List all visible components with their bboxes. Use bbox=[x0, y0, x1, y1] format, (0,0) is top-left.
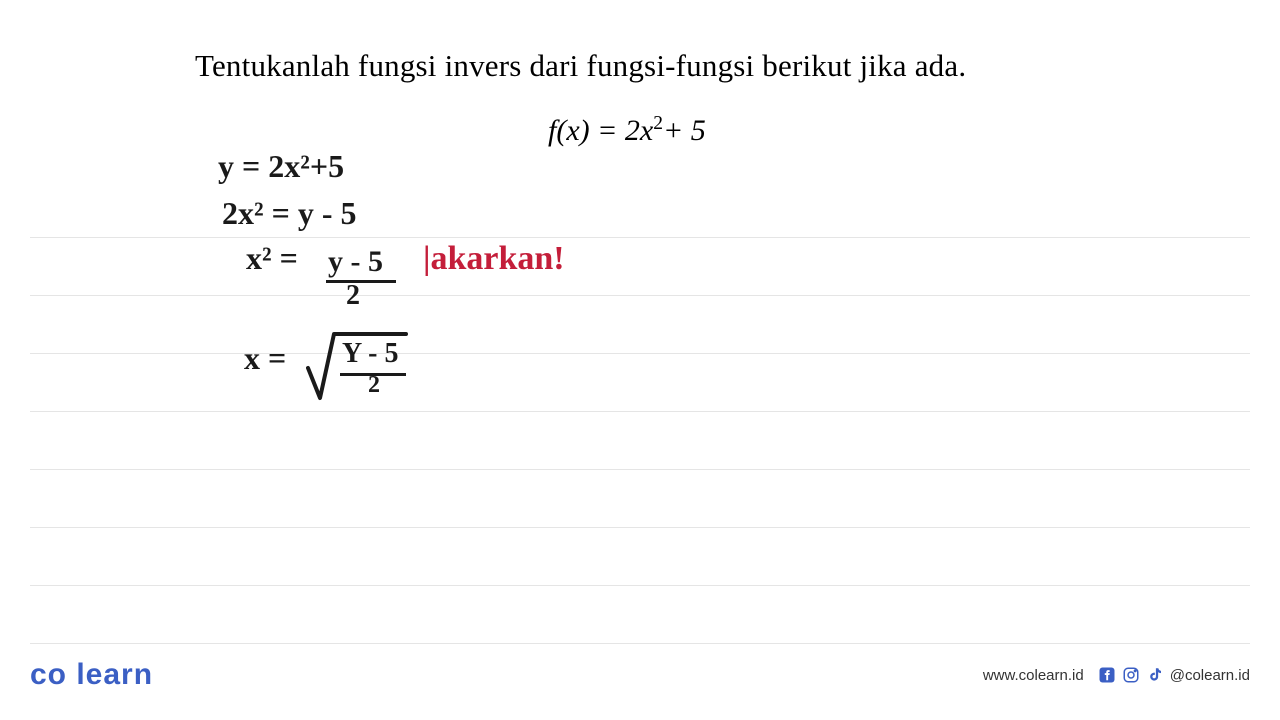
work-line-3-lhs: x² = bbox=[246, 240, 298, 277]
instagram-icon bbox=[1122, 666, 1140, 684]
work-line-1: y = 2x²+5 bbox=[218, 148, 344, 185]
work-line-3-numerator: y - 5 bbox=[328, 245, 383, 279]
ruled-line bbox=[30, 586, 1250, 644]
ruled-line bbox=[30, 528, 1250, 586]
ruled-line bbox=[30, 180, 1250, 238]
footer-right: www.colearn.id @colearn.id bbox=[983, 666, 1250, 684]
social-handle: @colearn.id bbox=[1170, 667, 1250, 684]
ruled-line bbox=[30, 354, 1250, 412]
work-line-2: 2x² = y - 5 bbox=[222, 195, 356, 232]
tiktok-icon bbox=[1146, 666, 1164, 684]
ruled-line bbox=[30, 238, 1250, 296]
equation-coef: 2 bbox=[625, 114, 640, 147]
ruled-line bbox=[30, 296, 1250, 354]
social-icons: @colearn.id bbox=[1098, 666, 1250, 684]
equation-var: x bbox=[640, 114, 653, 147]
work-line-4-lhs: x = bbox=[244, 340, 286, 377]
website-url: www.colearn.id bbox=[983, 667, 1084, 684]
footer: co learn www.colearn.id @colearn.id bbox=[30, 658, 1250, 692]
equation-exp: 2 bbox=[653, 113, 663, 134]
annotation-akarkan: |akarkan! bbox=[423, 240, 565, 278]
sqrt-denominator: 2 bbox=[368, 372, 380, 399]
work-line-3-denominator: 2 bbox=[346, 280, 360, 312]
ruled-background bbox=[30, 180, 1250, 644]
equation-lhs: f(x) bbox=[548, 114, 590, 147]
question-text: Tentukanlah fungsi invers dari fungsi-fu… bbox=[195, 48, 966, 84]
main-equation: f(x) = 2x2+ 5 bbox=[548, 113, 706, 148]
facebook-icon bbox=[1098, 666, 1116, 684]
ruled-line bbox=[30, 470, 1250, 528]
ruled-line bbox=[30, 412, 1250, 470]
fraction-bar bbox=[326, 280, 396, 283]
brand-logo: co learn bbox=[30, 658, 153, 692]
equation-const: + 5 bbox=[663, 114, 706, 147]
sqrt-numerator: Y - 5 bbox=[342, 338, 399, 370]
